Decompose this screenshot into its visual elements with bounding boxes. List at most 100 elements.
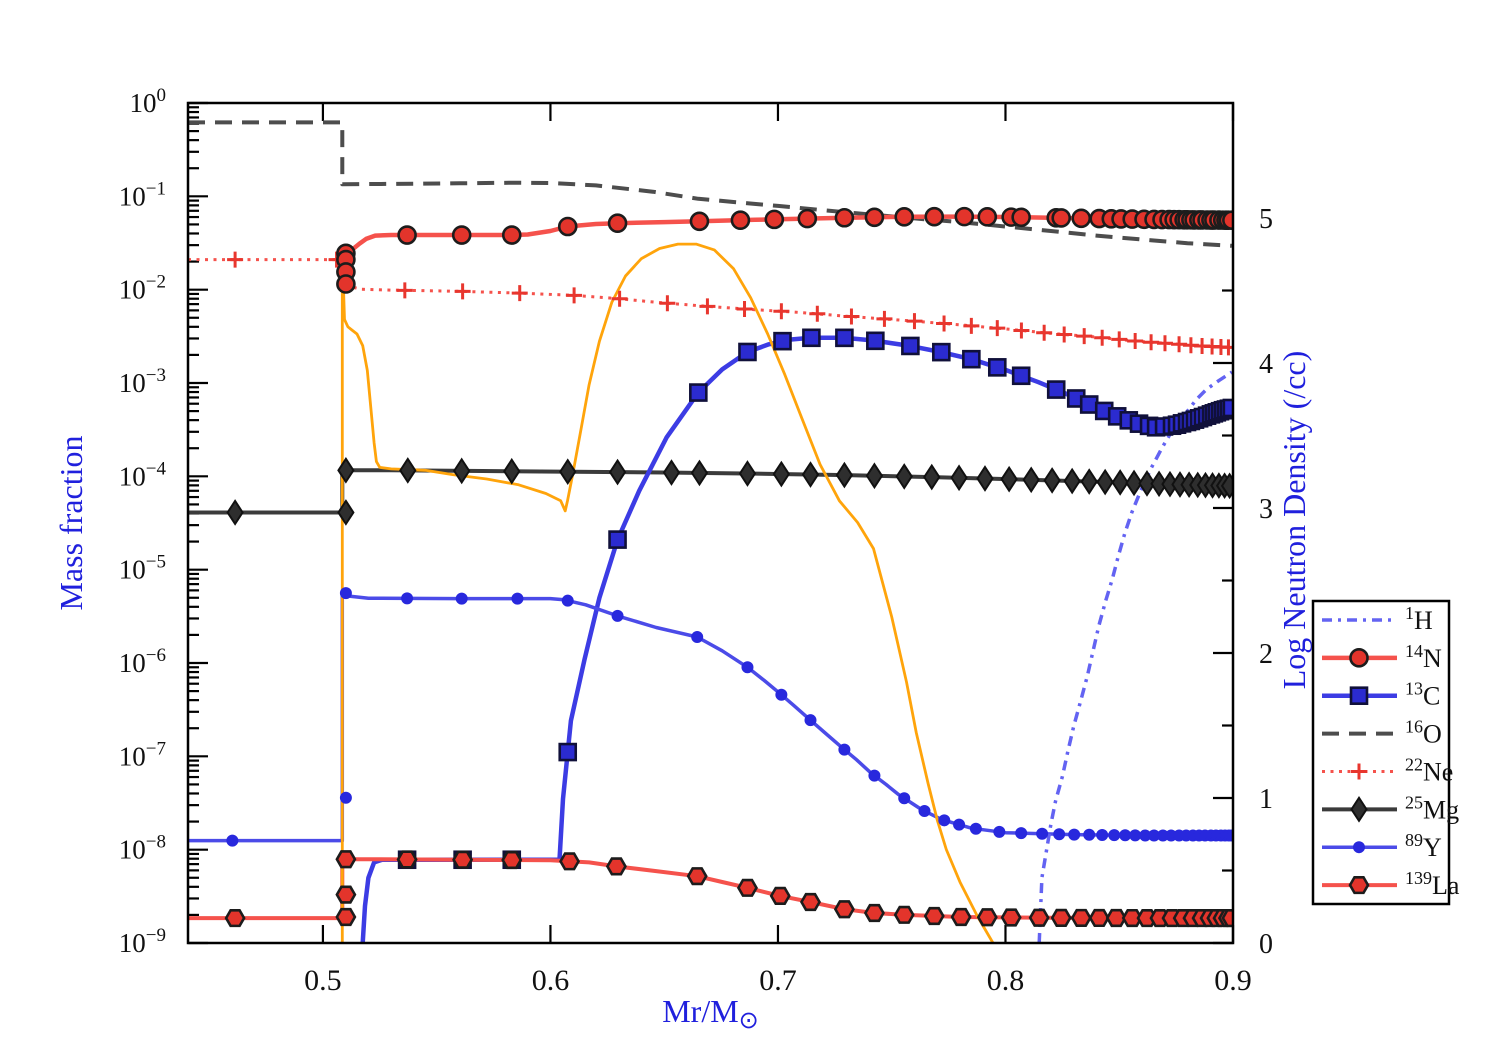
diamond-marker xyxy=(559,458,577,486)
hexagon-marker xyxy=(1221,908,1233,928)
dot-marker xyxy=(741,661,754,674)
y-left-tick-label: 10−5 xyxy=(119,552,166,585)
diamond-marker xyxy=(950,464,968,492)
diamond-marker xyxy=(738,460,757,487)
series-H1-line xyxy=(1037,370,1233,943)
plus-marker xyxy=(736,300,753,317)
legend-entry-H1: 1H xyxy=(1322,603,1433,635)
diamond-marker xyxy=(662,459,681,486)
dot-marker xyxy=(1108,829,1121,842)
markers-Ne22 xyxy=(227,246,1233,356)
hexagon-marker xyxy=(863,903,885,923)
diamond-marker xyxy=(1350,795,1368,823)
circle-marker xyxy=(924,206,945,227)
legend-entry-N14: 14N xyxy=(1322,641,1442,673)
legend-entry-Y89: 89Y xyxy=(1322,830,1442,862)
plus-marker xyxy=(963,317,980,334)
square-marker xyxy=(932,342,951,362)
circle-marker xyxy=(764,209,785,230)
diamond-marker xyxy=(772,460,791,488)
legend-label: 139La xyxy=(1405,868,1460,900)
legend-label: 16O xyxy=(1405,717,1442,749)
square-marker xyxy=(1046,380,1066,399)
dot-marker xyxy=(1083,828,1096,841)
hexagon-marker xyxy=(396,850,418,869)
series-markers xyxy=(224,206,1233,928)
legend: 1H 14N 13C 16O 22Ne 25Mg 89Y 139La xyxy=(1311,599,1460,906)
dot-marker xyxy=(953,818,966,831)
hexagon-marker xyxy=(769,886,791,905)
y-left-tick-label: 10−9 xyxy=(119,925,166,958)
plus-marker xyxy=(989,320,1006,337)
hexagon-marker xyxy=(1136,908,1158,928)
markers-Mg25 xyxy=(226,456,1233,526)
diamond-marker xyxy=(1220,472,1233,500)
hexagon-marker xyxy=(893,905,915,924)
hexagon-marker xyxy=(686,867,708,886)
plus-marker xyxy=(1220,339,1233,356)
circle-marker xyxy=(730,210,751,231)
plot-border xyxy=(186,101,1235,945)
hexagon-marker xyxy=(1000,908,1022,927)
circle-marker xyxy=(864,207,885,228)
diamond-marker xyxy=(337,456,355,484)
dot-marker xyxy=(938,814,951,827)
circle-marker xyxy=(1011,207,1031,228)
y-right-tick-label: 4 xyxy=(1259,349,1273,380)
square-marker xyxy=(773,331,792,351)
diamond-marker xyxy=(337,499,355,526)
diamond-marker xyxy=(1043,467,1061,494)
hexagon-marker xyxy=(335,907,357,927)
y-right-tick-label: 1 xyxy=(1259,784,1273,815)
legend-label: 1H xyxy=(1405,603,1433,635)
square-marker xyxy=(866,331,885,351)
diamond-marker xyxy=(1022,466,1040,494)
diamond-marker xyxy=(865,462,884,490)
x-tick-label: 0.6 xyxy=(532,964,570,997)
diamond-marker xyxy=(976,465,994,492)
y-left-tick-label: 10−1 xyxy=(119,178,166,211)
legend-box xyxy=(1311,599,1451,906)
square-marker xyxy=(1011,366,1031,386)
legend-entry-La139: 139La xyxy=(1322,868,1460,900)
hexagon-marker xyxy=(335,885,357,904)
axis-ticks xyxy=(188,101,1235,945)
plus-marker xyxy=(1094,329,1111,346)
circle-marker xyxy=(501,225,522,245)
diamond-marker xyxy=(690,459,709,487)
hexagon-marker xyxy=(923,906,945,926)
square-marker xyxy=(1079,395,1099,414)
y-left-tick-label: 10−7 xyxy=(119,738,166,771)
circle-marker xyxy=(834,207,855,228)
dot-marker xyxy=(611,609,624,622)
diamond-marker xyxy=(1080,468,1098,495)
x-tick-label: 0.8 xyxy=(987,964,1025,997)
y-left-tick-label: 10−8 xyxy=(119,832,166,865)
y-right-tick-label: 5 xyxy=(1259,204,1273,235)
hexagon-marker xyxy=(736,878,758,897)
dot-marker xyxy=(1053,828,1066,841)
dot-marker xyxy=(775,688,788,701)
hexagon-marker xyxy=(799,892,821,912)
x-tick-label: 0.7 xyxy=(759,964,797,997)
x-axis-title: Mr/M⊙ xyxy=(662,993,759,1034)
x-tick-label: 0.9 xyxy=(1214,964,1252,997)
legend-entry-Ne22: 22Ne xyxy=(1322,754,1453,786)
diamond-marker xyxy=(399,457,417,484)
dot-marker xyxy=(339,587,352,600)
y-right-tick-label: 2 xyxy=(1259,639,1273,670)
legend-entry-Mg25: 25Mg xyxy=(1322,792,1459,824)
plus-marker xyxy=(843,308,860,325)
legend-label: 89Y xyxy=(1405,830,1442,862)
square-marker xyxy=(1349,686,1369,705)
hexagon-marker xyxy=(605,857,627,876)
diamond-marker xyxy=(835,461,854,489)
plus-marker xyxy=(1351,763,1367,780)
dot-marker xyxy=(898,792,911,805)
y-right-axis-title: Log Neutron Density (/cc) xyxy=(1276,351,1312,690)
circle-marker xyxy=(894,207,915,227)
y-left-tick-label: 10−4 xyxy=(119,458,167,491)
y-left-axis-title: Mass fraction xyxy=(53,435,89,610)
plus-marker xyxy=(1156,335,1173,352)
